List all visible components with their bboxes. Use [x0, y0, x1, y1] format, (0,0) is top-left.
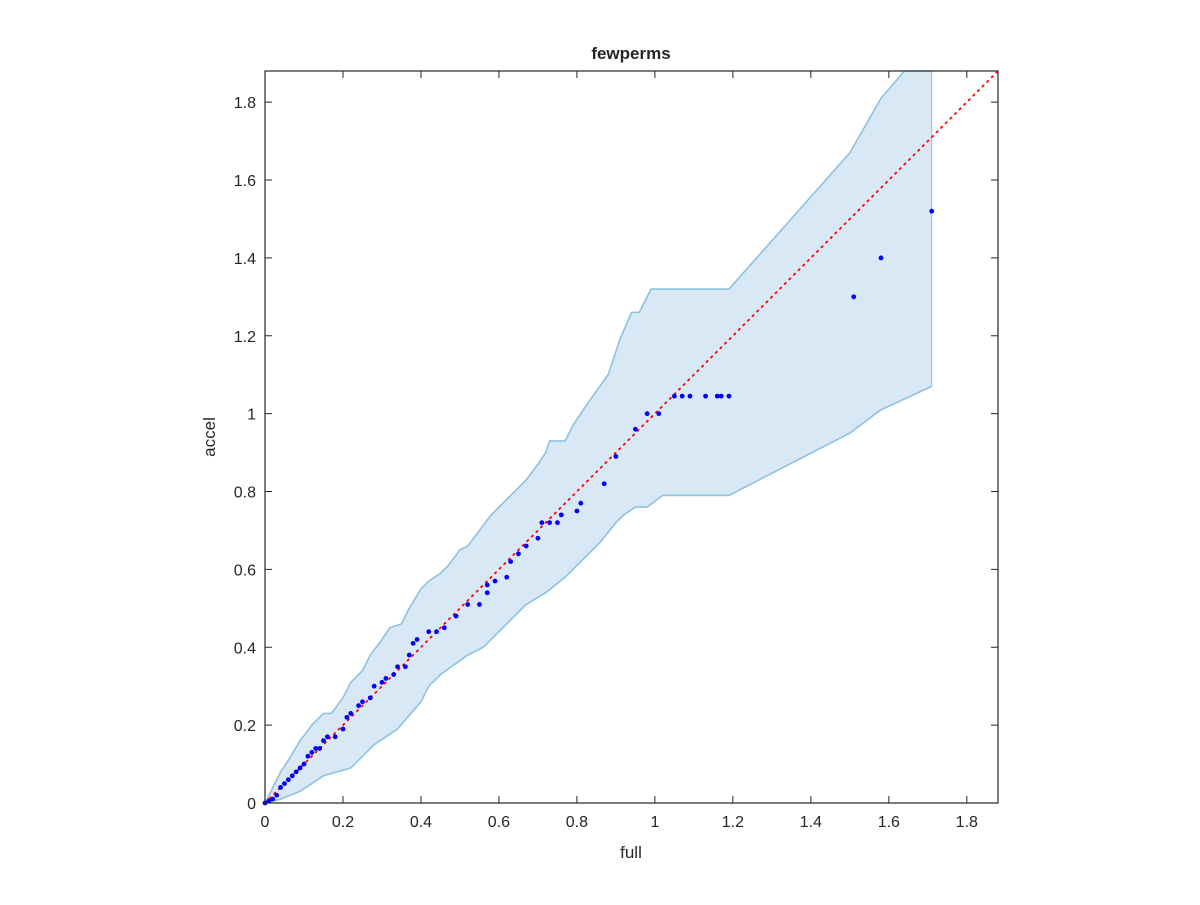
data-point	[484, 582, 490, 588]
plot-area: 0 0.2 0.4 0.6 0.8 1 1.2 1.4 1.6 1.8 0 0.2 0.4 0.6 0.8 1…	[234, 70, 999, 831]
data-point	[297, 765, 303, 771]
data-point	[285, 777, 291, 783]
data-point	[477, 602, 482, 607]
data-point	[356, 703, 361, 709]
data-point	[293, 769, 299, 775]
data-point	[558, 512, 564, 518]
data-point	[851, 294, 857, 300]
data-point	[539, 520, 545, 526]
data-point	[367, 695, 373, 701]
x-tick-label: 0.6	[488, 814, 510, 831]
data-point	[465, 602, 471, 607]
x-tick-label: 1	[650, 814, 659, 831]
data-point	[434, 629, 439, 635]
data-point	[426, 629, 432, 635]
data-point	[301, 761, 307, 767]
data-point	[878, 255, 884, 261]
data-point	[410, 640, 416, 646]
data-point	[324, 734, 330, 740]
data-point	[574, 508, 580, 514]
data-point	[305, 753, 311, 759]
data-point	[371, 683, 377, 689]
data-point	[321, 738, 326, 744]
data-point	[402, 664, 408, 670]
y-tick-label: 0.2	[234, 718, 256, 735]
data-point	[632, 426, 638, 432]
data-point	[718, 393, 724, 399]
x-tick-label: 0	[261, 814, 270, 831]
y-tick-label: 1.2	[234, 329, 256, 346]
data-point	[508, 559, 514, 564]
data-point	[313, 746, 319, 751]
y-tick-label: 1	[247, 407, 256, 424]
data-point	[453, 613, 459, 619]
y-axis-label: accel	[200, 417, 219, 457]
data-point	[266, 798, 272, 804]
x-tick-label: 1.2	[722, 814, 744, 831]
x-tick-label: 1.8	[956, 814, 978, 831]
y-tick-label: 0.4	[234, 640, 256, 657]
data-point	[555, 520, 560, 526]
data-point	[484, 590, 490, 596]
x-tick-label: 0.2	[332, 814, 354, 831]
data-point	[726, 393, 732, 399]
y-tick-label: 0.8	[234, 485, 256, 502]
x-tick-label: 0.4	[410, 814, 432, 831]
data-point	[317, 746, 322, 751]
x-tick-label: 1.6	[878, 814, 900, 831]
data-point	[309, 749, 315, 755]
data-point	[644, 411, 650, 417]
data-point	[348, 711, 354, 716]
y-tick-label: 1.6	[234, 173, 256, 190]
data-point	[395, 664, 400, 670]
x-tick-label: 1.4	[800, 814, 822, 831]
data-point	[344, 714, 350, 720]
data-point	[441, 625, 447, 631]
y-tick-label: 1.4	[234, 251, 256, 268]
data-point	[613, 454, 619, 459]
data-point	[929, 208, 935, 214]
data-point	[547, 520, 553, 526]
data-point	[360, 699, 365, 705]
data-point	[578, 500, 584, 506]
data-point	[391, 672, 397, 677]
data-point	[492, 578, 498, 584]
data-point	[383, 676, 389, 681]
y-tick-label: 1.8	[234, 95, 256, 112]
axes-box	[264, 70, 999, 804]
data-point	[671, 393, 677, 399]
data-point	[406, 652, 412, 658]
data-point	[332, 734, 338, 740]
data-point	[278, 785, 283, 790]
data-point	[270, 796, 276, 802]
data-point	[601, 481, 607, 487]
data-point	[274, 792, 280, 798]
data-point	[656, 411, 662, 417]
band-lower-edge	[264, 385, 933, 804]
data-point	[714, 393, 720, 399]
data-point	[679, 393, 685, 399]
data-point	[535, 535, 541, 541]
band-upper-edge	[264, 70, 932, 804]
y-tick-label: 0	[247, 796, 256, 813]
data-point	[282, 781, 287, 786]
data-point	[504, 574, 510, 580]
data-point	[523, 543, 529, 549]
chart-title: fewperms	[591, 44, 670, 63]
confidence-band	[265, 71, 932, 803]
data-point	[687, 393, 693, 399]
data-point	[289, 773, 295, 779]
data-point	[414, 637, 420, 642]
y-tick-label: 0.6	[234, 562, 256, 579]
data-point	[516, 551, 521, 557]
x-axis-label: full	[620, 843, 642, 862]
x-tick-label: 0.8	[566, 814, 588, 831]
data-point	[379, 679, 385, 685]
data-point	[340, 726, 346, 732]
data-point	[703, 393, 708, 399]
